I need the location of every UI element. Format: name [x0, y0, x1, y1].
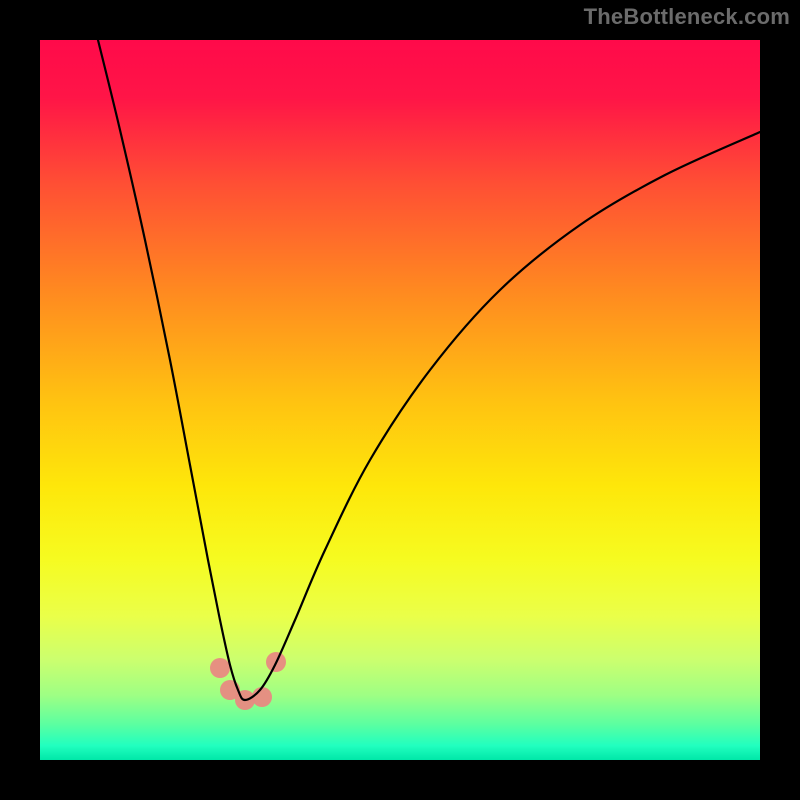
- marker-cluster: [210, 652, 286, 710]
- attribution-text: TheBottleneck.com: [584, 4, 790, 30]
- marker-point: [252, 687, 272, 707]
- curve-layer: [40, 40, 760, 760]
- marker-point: [210, 658, 230, 678]
- bottleneck-curve: [98, 40, 760, 700]
- plot-area: [40, 40, 760, 760]
- chart-container: TheBottleneck.com: [0, 0, 800, 800]
